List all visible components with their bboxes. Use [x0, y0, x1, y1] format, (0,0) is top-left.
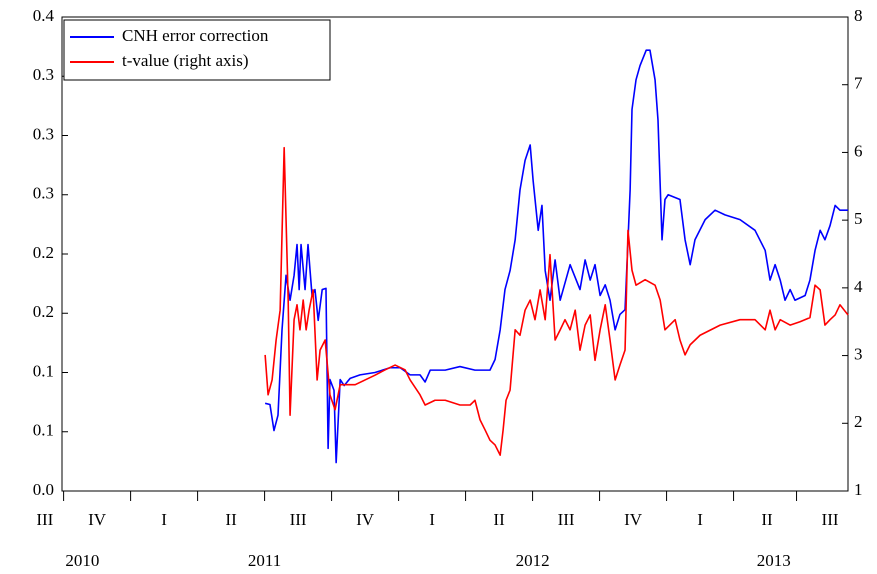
x-tick-label: IV	[624, 510, 643, 529]
y2-tick-label: 4	[854, 277, 863, 296]
y2-tick-label: 6	[854, 141, 863, 160]
year-label: 2012	[516, 551, 550, 570]
y-tick-label: 0.3	[33, 124, 54, 143]
x-tick-label: III	[558, 510, 575, 529]
y-tick-label: 0.3	[33, 184, 54, 203]
y2-tick-label: 3	[854, 344, 863, 363]
y-tick-label: 0.3	[33, 65, 54, 84]
y2-tick-label: 7	[854, 74, 863, 93]
legend-label: t-value (right axis)	[122, 51, 249, 70]
x-tick-label: II	[493, 510, 505, 529]
legend-label: CNH error correction	[122, 26, 269, 45]
x-tick-label: IV	[356, 510, 375, 529]
x-tick-label: I	[697, 510, 703, 529]
y2-tick-label: 5	[854, 209, 863, 228]
y-tick-label: 0.2	[33, 302, 54, 321]
y2-tick-label: 1	[854, 480, 863, 499]
y-tick-label: 0.1	[33, 421, 54, 440]
x-tick-label: II	[225, 510, 237, 529]
series-line	[264, 146, 849, 456]
plot-frame	[61, 16, 849, 492]
year-label: 2011	[248, 551, 281, 570]
y-tick-label: 0.1	[33, 361, 54, 380]
x-tick-label: I	[161, 510, 167, 529]
x-tick-label: III	[822, 510, 839, 529]
y-tick-label: 0.0	[33, 480, 54, 499]
y-tick-label: 0.2	[33, 243, 54, 262]
x-tick-label: II	[761, 510, 773, 529]
y-tick-label: 0.4	[33, 6, 55, 25]
x-tick-label: I	[429, 510, 435, 529]
x-tick-label: III	[290, 510, 307, 529]
legend-box	[63, 19, 331, 81]
series-line	[264, 49, 848, 464]
x-tick-label: III	[36, 510, 53, 529]
y2-tick-label: 8	[854, 6, 863, 25]
y2-tick-label: 2	[854, 412, 863, 431]
year-label: 2013	[757, 551, 791, 570]
x-tick-label: IV	[88, 510, 107, 529]
year-label: 2010	[65, 551, 99, 570]
